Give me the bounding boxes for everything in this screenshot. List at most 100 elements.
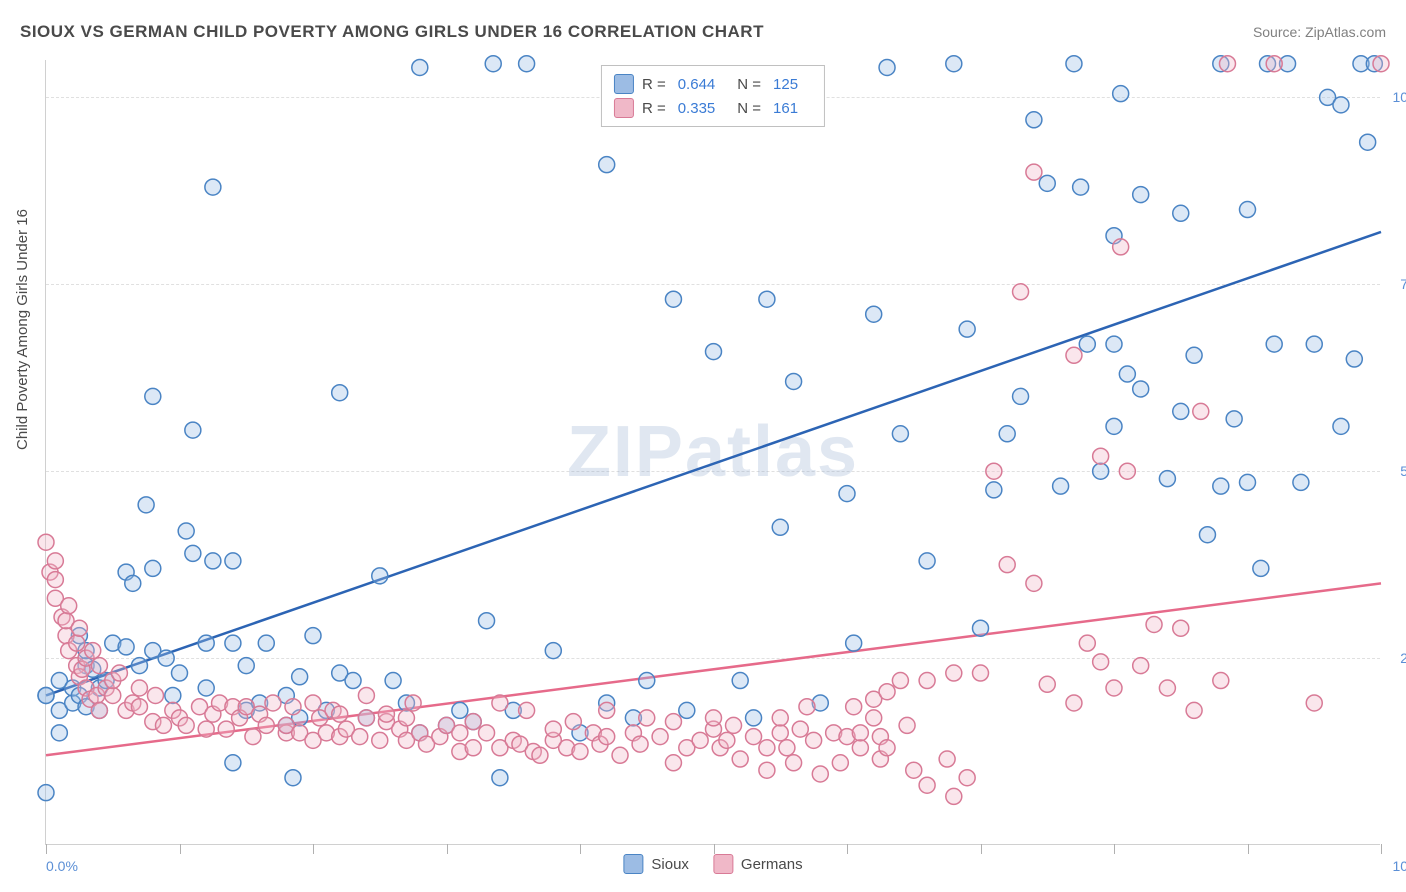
data-point	[1039, 175, 1055, 191]
data-point	[806, 732, 822, 748]
data-point	[1073, 179, 1089, 195]
x-tick	[1248, 844, 1249, 854]
data-point	[1306, 695, 1322, 711]
data-point	[879, 684, 895, 700]
data-point	[973, 620, 989, 636]
data-point	[1106, 418, 1122, 434]
data-point	[786, 373, 802, 389]
data-point	[772, 710, 788, 726]
data-point	[1346, 351, 1362, 367]
data-point	[839, 486, 855, 502]
data-point	[38, 785, 54, 801]
data-point	[1039, 676, 1055, 692]
data-point	[879, 59, 895, 75]
plot-area: ZIPatlas R = 0.644 N = 125 R = 0.335 N =…	[45, 60, 1380, 845]
data-point	[973, 665, 989, 681]
data-point	[919, 673, 935, 689]
data-point	[779, 740, 795, 756]
legend-item-germans: Germans	[713, 854, 803, 874]
legend-item-sioux: Sioux	[623, 854, 689, 874]
data-point	[218, 721, 234, 737]
data-point	[986, 463, 1002, 479]
data-point	[178, 717, 194, 733]
data-point	[892, 426, 908, 442]
data-point	[1213, 478, 1229, 494]
data-point	[545, 643, 561, 659]
x-tick	[847, 844, 848, 854]
data-point	[131, 680, 147, 696]
data-point	[305, 628, 321, 644]
data-point	[47, 572, 63, 588]
x-tick	[1114, 844, 1115, 854]
data-point	[131, 658, 147, 674]
data-point	[372, 732, 388, 748]
data-point	[892, 673, 908, 689]
data-point	[599, 702, 615, 718]
data-point	[706, 344, 722, 360]
data-point	[786, 755, 802, 771]
data-point	[999, 557, 1015, 573]
data-point	[285, 699, 301, 715]
data-point	[906, 762, 922, 778]
data-point	[639, 710, 655, 726]
data-point	[1133, 381, 1149, 397]
data-point	[372, 568, 388, 584]
data-point	[852, 725, 868, 741]
data-point	[866, 710, 882, 726]
stats-row-germans: R = 0.335 N = 161	[614, 96, 812, 120]
data-point	[258, 717, 274, 733]
data-point	[879, 740, 895, 756]
x-tick	[714, 844, 715, 854]
data-point	[1219, 56, 1235, 72]
data-point	[1266, 56, 1282, 72]
data-point	[47, 553, 63, 569]
data-point	[545, 721, 561, 737]
data-point	[292, 669, 308, 685]
x-axis-max-label: 100.0%	[1393, 858, 1406, 874]
source-label: Source: ZipAtlas.com	[1253, 24, 1386, 40]
data-point	[105, 687, 121, 703]
data-point	[205, 179, 221, 195]
data-point	[1093, 463, 1109, 479]
data-point	[1093, 448, 1109, 464]
data-point	[225, 755, 241, 771]
data-point	[38, 687, 54, 703]
data-point	[1186, 702, 1202, 718]
data-point	[986, 482, 1002, 498]
data-point	[1026, 575, 1042, 591]
data-point	[345, 673, 361, 689]
data-point	[138, 497, 154, 513]
stats-legend: R = 0.644 N = 125 R = 0.335 N = 161	[601, 65, 825, 127]
data-point	[692, 732, 708, 748]
x-tick	[447, 844, 448, 854]
data-point	[1240, 474, 1256, 490]
data-point	[1173, 403, 1189, 419]
data-point	[1066, 695, 1082, 711]
data-point	[352, 729, 368, 745]
data-point	[1373, 56, 1389, 72]
data-point	[599, 157, 615, 173]
data-point	[332, 706, 348, 722]
data-point	[145, 388, 161, 404]
data-point	[1106, 336, 1122, 352]
data-point	[1079, 336, 1095, 352]
data-point	[198, 635, 214, 651]
data-point	[131, 699, 147, 715]
data-point	[85, 643, 101, 659]
data-point	[398, 710, 414, 726]
data-point	[1079, 635, 1095, 651]
data-point	[378, 706, 394, 722]
data-point	[485, 56, 501, 72]
data-point	[285, 770, 301, 786]
data-point	[91, 658, 107, 674]
data-point	[198, 721, 214, 737]
data-point	[959, 770, 975, 786]
data-point	[492, 770, 508, 786]
data-point	[479, 613, 495, 629]
data-point	[265, 695, 281, 711]
data-point	[999, 426, 1015, 442]
data-point	[946, 788, 962, 804]
data-point	[679, 702, 695, 718]
data-point	[946, 56, 962, 72]
data-point	[612, 747, 628, 763]
